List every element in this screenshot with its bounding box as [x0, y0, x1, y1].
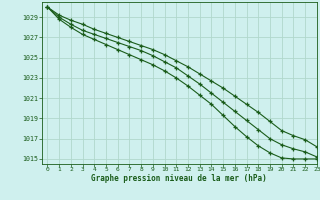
X-axis label: Graphe pression niveau de la mer (hPa): Graphe pression niveau de la mer (hPa) [91, 174, 267, 183]
